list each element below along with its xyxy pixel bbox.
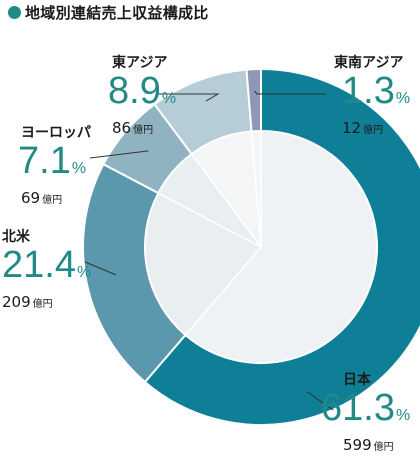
leader-line-southeast-asia: [254, 90, 326, 95]
region-amount: 69 億円: [21, 189, 63, 207]
label-east-asia: 東アジア 8.9% 86 億円: [108, 55, 176, 140]
leader-line-north-america: [84, 261, 116, 276]
region-percent: 8.9%: [108, 70, 177, 112]
chart-title: 地域別連結売上収益構成比: [8, 2, 209, 22]
region-name: 日本: [343, 372, 371, 388]
leader-line-europe: [89, 150, 149, 159]
region-amount: 12 億円: [342, 119, 384, 137]
leader-line-japan: [306, 391, 334, 411]
region-percent: 7.1%: [18, 140, 87, 182]
region-name: ヨーロッパ: [21, 125, 91, 141]
label-southeast-asia: 東南アジア 1.3% 12 億円: [334, 55, 410, 140]
region-percent: 61.3%: [321, 387, 411, 429]
region-amount: 86 億円: [112, 119, 154, 137]
region-amount: 209 億円: [2, 293, 53, 311]
donut-chart: [82, 67, 420, 426]
region-name: 東アジア: [112, 55, 168, 71]
slice-southeast-asia: [245, 67, 262, 133]
region-name: 東南アジア: [334, 55, 404, 71]
chart-title-text: 地域別連結売上収益構成比: [25, 3, 209, 22]
region-percent: 21.4%: [2, 244, 92, 286]
label-japan: 日本 61.3% 599 億円: [321, 372, 410, 457]
region-percent: 1.3%: [342, 70, 411, 112]
title-dot-icon: [8, 5, 21, 19]
slice-japan: [143, 67, 420, 426]
region-name: 北米: [2, 229, 30, 245]
leader-line-east-asia: [158, 93, 220, 102]
label-north-america: 北米 21.4% 209 億円: [2, 229, 91, 314]
label-europe: ヨーロッパ 7.1% 69 億円: [18, 125, 91, 210]
